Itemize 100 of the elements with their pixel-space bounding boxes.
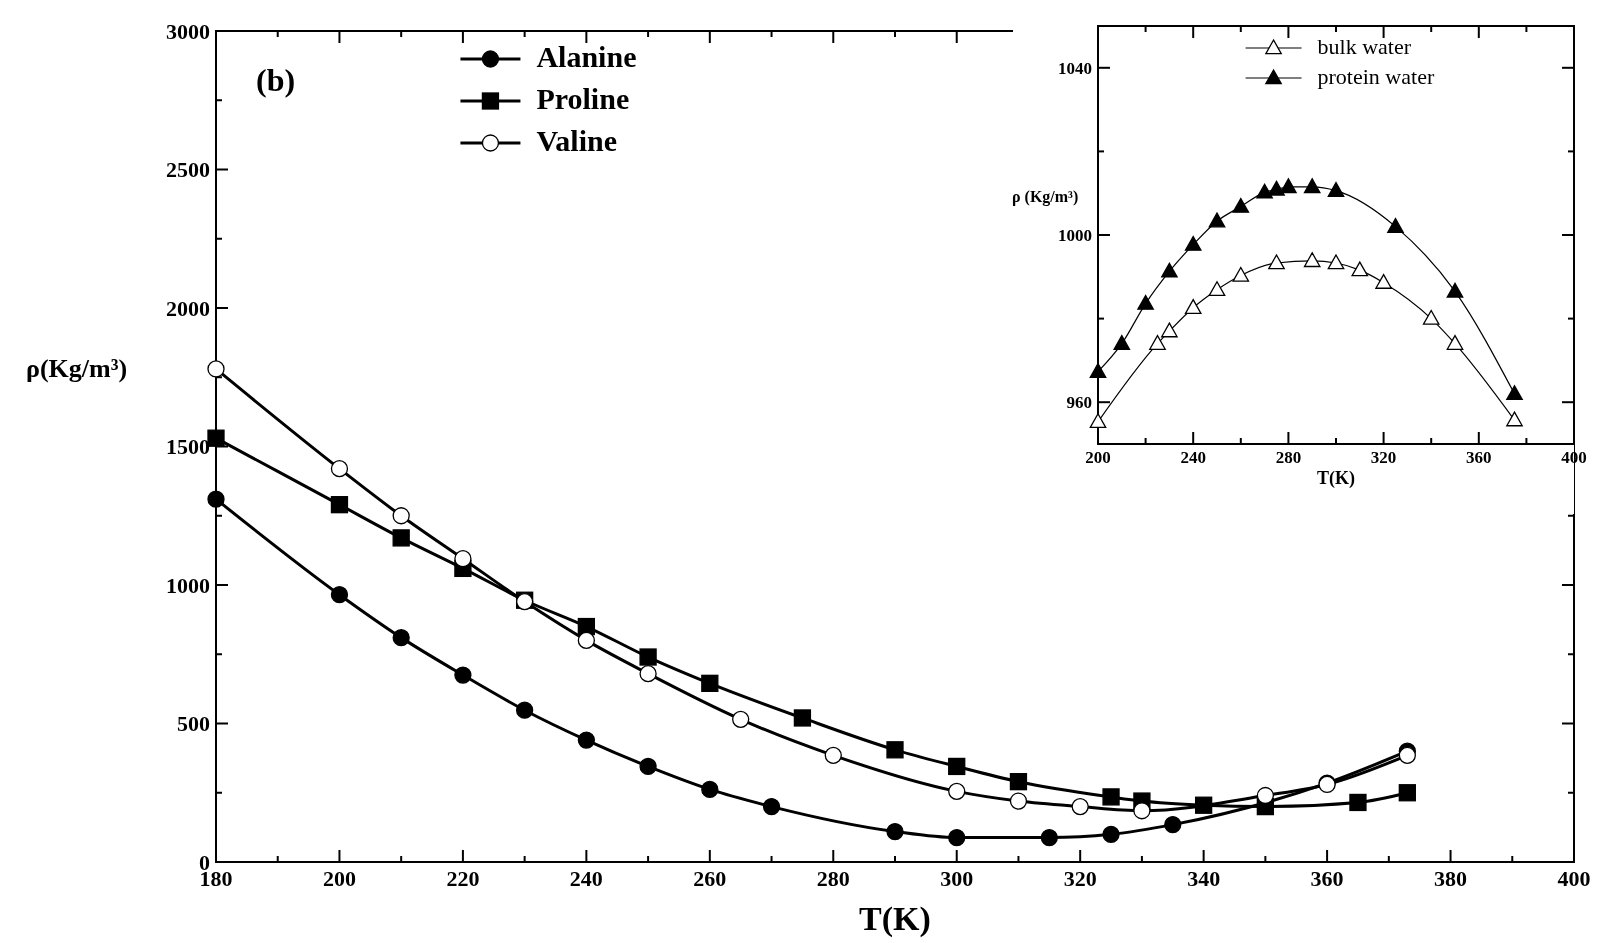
point	[639, 648, 657, 666]
point	[732, 710, 750, 728]
point	[207, 429, 225, 447]
point	[392, 507, 410, 525]
x-tick-label: 240	[569, 866, 603, 891]
point	[1071, 797, 1089, 816]
point	[392, 628, 410, 647]
point	[1164, 815, 1182, 834]
point	[762, 797, 781, 816]
point	[330, 496, 349, 514]
point	[1089, 413, 1107, 429]
x-tick-label: 280	[1275, 448, 1302, 467]
x-axis-title: T(K)	[1317, 468, 1355, 489]
annotation: (b)	[256, 62, 296, 98]
point	[1256, 786, 1275, 805]
point	[793, 709, 812, 727]
point	[948, 782, 966, 801]
point	[392, 529, 410, 547]
point	[1303, 178, 1321, 194]
x-tick-label: 260	[693, 866, 727, 891]
x-tick-label: 200	[1085, 448, 1111, 467]
y-tick-label: 1500	[166, 434, 210, 460]
point	[1102, 788, 1120, 806]
y-axis-title: ρ(Kg/m³)	[26, 354, 128, 384]
x-tick-label: 280	[816, 866, 850, 891]
point	[1327, 254, 1345, 270]
legend-label: Proline	[536, 81, 630, 115]
point	[1161, 262, 1178, 278]
point	[330, 586, 349, 604]
point	[207, 360, 225, 378]
y-tick-label: 2000	[166, 295, 210, 321]
x-tick-label: 240	[1180, 448, 1206, 467]
x-tick-label: 360	[1466, 448, 1492, 467]
point	[948, 757, 966, 776]
x-tick-label: 320	[1370, 448, 1397, 467]
point	[1089, 362, 1107, 378]
x-tick-label: 220	[446, 866, 480, 891]
point	[1102, 825, 1120, 843]
y-tick-label: 3000	[166, 18, 210, 44]
point	[1280, 178, 1297, 194]
x-tick-label: 300	[940, 866, 974, 891]
y-axis-title: ρ (Kg/m³)	[1012, 187, 1079, 206]
x-tick-label: 400	[1557, 866, 1591, 891]
point	[639, 757, 657, 776]
point	[1349, 793, 1367, 812]
point	[1161, 322, 1178, 338]
point	[1009, 792, 1028, 810]
point	[1351, 261, 1369, 277]
point	[515, 701, 534, 719]
point	[701, 674, 719, 692]
x-tick-label: 200	[322, 866, 356, 891]
point	[886, 741, 904, 759]
y-tick-label: 2500	[166, 157, 210, 183]
y-tick-label: 1040	[1058, 58, 1092, 78]
point	[1133, 802, 1151, 820]
point	[1009, 773, 1028, 791]
point	[1375, 273, 1392, 289]
point	[1422, 309, 1440, 325]
point	[207, 490, 225, 508]
point	[1446, 282, 1464, 298]
point	[330, 460, 349, 478]
point	[886, 822, 904, 841]
point	[1268, 180, 1285, 196]
x-tick-label: 360	[1310, 866, 1344, 891]
legend-label: Alanine	[536, 39, 637, 73]
point	[1327, 181, 1345, 197]
x-tick-label: 380	[1434, 866, 1468, 891]
point	[1113, 334, 1131, 350]
point	[948, 828, 966, 847]
point	[1506, 411, 1523, 427]
point	[1398, 746, 1416, 765]
point	[1398, 784, 1416, 802]
x-tick-label: 320	[1063, 866, 1097, 891]
point	[1446, 334, 1464, 350]
point	[577, 731, 596, 749]
legend-label: protein water	[1317, 63, 1435, 89]
point	[454, 666, 472, 684]
y-tick-label: 1000	[166, 572, 210, 598]
y-tick-label: 960	[1066, 393, 1092, 413]
point	[1137, 294, 1154, 310]
point	[1268, 254, 1285, 270]
x-axis-title: T(K)	[859, 900, 931, 938]
point	[454, 550, 472, 568]
point	[1184, 235, 1202, 251]
point	[1208, 212, 1226, 228]
point	[1184, 299, 1202, 314]
legend-label: Valine	[536, 123, 618, 157]
point	[1506, 385, 1523, 401]
y-tick-label: 500	[177, 711, 210, 737]
point	[1208, 281, 1226, 297]
point	[1256, 183, 1273, 199]
point	[1387, 217, 1404, 233]
point	[639, 664, 657, 683]
point	[824, 746, 842, 765]
point	[1303, 252, 1321, 268]
point	[1232, 197, 1250, 213]
legend-label: bulk water	[1317, 33, 1412, 59]
y-tick-label: 1000	[1058, 225, 1092, 245]
point	[1149, 334, 1166, 350]
point	[701, 780, 719, 799]
